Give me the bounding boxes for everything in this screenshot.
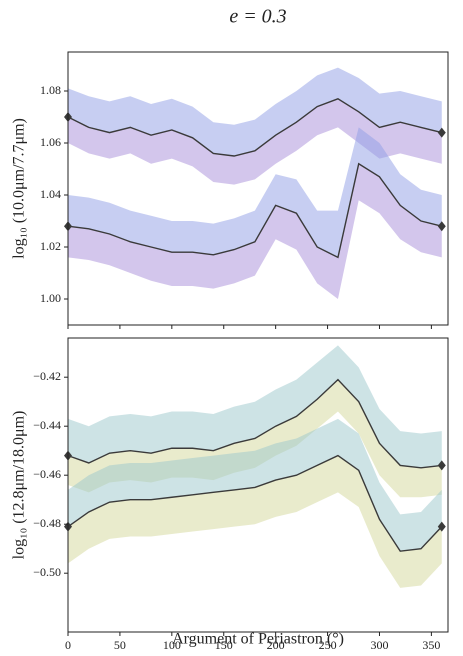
y-tick-label: 1.04 bbox=[40, 187, 61, 201]
y-axis-label: log₁₀ (10.0μm/7.7μm) bbox=[11, 118, 28, 259]
y-tick-label: −0.44 bbox=[33, 418, 61, 432]
y-tick-label: −0.48 bbox=[33, 516, 61, 530]
x-axis-label: Argument of Periastron (°) bbox=[172, 631, 344, 648]
y-tick-label: 1.00 bbox=[40, 291, 61, 305]
plot-frame bbox=[67, 51, 449, 326]
y-tick-label: −0.50 bbox=[33, 565, 61, 579]
y-tick-label: 1.06 bbox=[40, 135, 61, 149]
lower-band bbox=[68, 98, 442, 185]
y-tick-label: 1.08 bbox=[40, 83, 61, 97]
x-tick-label: 0 bbox=[65, 638, 71, 652]
data-line bbox=[67, 454, 443, 552]
end-marker bbox=[437, 460, 446, 471]
data-line bbox=[67, 378, 442, 469]
chart-title: e = 0.3 bbox=[229, 6, 286, 28]
y-tick-label: 1.02 bbox=[40, 239, 61, 253]
x-tick-label: 200 bbox=[267, 638, 285, 652]
end-marker bbox=[437, 521, 446, 532]
lower-band bbox=[68, 455, 442, 588]
data-line bbox=[67, 98, 442, 157]
upper-band bbox=[68, 345, 442, 468]
lower-band bbox=[68, 163, 442, 299]
y-axis-label: log₁₀ (12.8μm/18.0μm) bbox=[11, 411, 28, 560]
plot-frame bbox=[67, 337, 449, 633]
end-marker bbox=[437, 127, 446, 138]
y-tick-label: −0.42 bbox=[33, 369, 61, 383]
x-tick-label: 150 bbox=[215, 638, 233, 652]
x-tick-label: 300 bbox=[370, 638, 388, 652]
upper-band bbox=[68, 67, 442, 156]
x-tick-label: 100 bbox=[163, 638, 181, 652]
y-tick-label: −0.46 bbox=[33, 467, 61, 481]
upper-band bbox=[68, 418, 442, 552]
x-tick-label: 50 bbox=[114, 638, 126, 652]
data-line bbox=[67, 162, 442, 259]
end-marker bbox=[437, 221, 446, 232]
x-tick-label: 250 bbox=[319, 638, 337, 652]
x-tick-label: 350 bbox=[422, 638, 440, 652]
upper-band bbox=[68, 127, 442, 258]
